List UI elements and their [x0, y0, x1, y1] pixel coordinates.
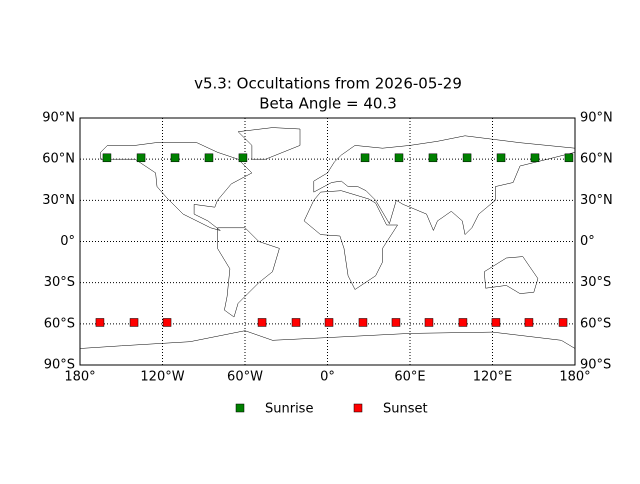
marker [129, 318, 139, 327]
x-tick-label: 180° [64, 370, 95, 385]
plot-frame [79, 117, 576, 366]
marker [291, 318, 301, 327]
markers [95, 153, 574, 327]
marker [391, 318, 401, 327]
marker [238, 153, 248, 163]
y-tick-label-right: 60°S [580, 316, 611, 331]
marker [524, 318, 534, 327]
marker [324, 318, 334, 327]
grid: 180° 120°W 60°W 0° 60°E 120°E 180°90°S 90°S60°S… [42, 111, 613, 385]
legend-label: Sunrise [265, 402, 313, 417]
landmass [217, 227, 280, 318]
legend: Sunrise Sunset [235, 402, 428, 417]
marker [458, 318, 468, 327]
marker [170, 153, 180, 163]
marker [564, 153, 574, 163]
y-tick-label: 30°S [44, 275, 75, 290]
y-tick-label-right: 60°N [580, 152, 613, 167]
marker [394, 153, 404, 163]
marker [102, 153, 112, 163]
marker [358, 318, 368, 327]
y-tick-label-right: 0° [580, 234, 595, 249]
y-tick-label-right: 90°N [580, 111, 613, 126]
marker [204, 153, 214, 163]
y-tick-label: 30°N [42, 193, 75, 208]
antarctica [79, 330, 576, 349]
landmass [303, 190, 399, 290]
marker [530, 153, 540, 163]
x-tick-label: 0° [320, 370, 335, 385]
marker [558, 318, 568, 327]
x-tick-label: 60°E [394, 370, 425, 385]
legend-marker [235, 403, 245, 413]
x-tick-label: 120°W [140, 370, 184, 385]
x-tick-label: 60°W [227, 370, 263, 385]
y-tick-label: 60°S [44, 316, 75, 331]
marker [428, 153, 438, 163]
marker [496, 153, 506, 163]
landmass [100, 142, 253, 231]
marker [360, 153, 370, 163]
y-tick-label-right: 30°N [580, 193, 613, 208]
marker [136, 153, 146, 163]
landmass [313, 135, 576, 236]
x-tick-label: 180° [559, 370, 590, 385]
marker [95, 318, 105, 327]
marker [424, 318, 434, 327]
y-tick-label: 0° [60, 234, 75, 249]
y-tick-label: 60°N [42, 152, 75, 167]
x-tick-label: 120°E [473, 370, 513, 385]
landmass [484, 256, 539, 294]
legend-label: Sunset [383, 402, 428, 417]
marker [462, 153, 472, 163]
y-tick-label: 90°N [42, 111, 75, 126]
y-tick-label-right: 90°S [580, 358, 611, 373]
chart-subtitle: Beta Angle = 40.3 [259, 95, 397, 113]
marker [162, 318, 172, 327]
y-tick-label-right: 30°S [580, 275, 611, 290]
coastlines [79, 127, 576, 349]
landmass [237, 127, 301, 160]
marker [257, 318, 267, 327]
y-tick-label: 90°S [44, 358, 75, 373]
marker [491, 318, 501, 327]
legend-marker [353, 403, 363, 413]
chart-title: v5.3: Occultations from 2026-05-29 [194, 75, 462, 93]
